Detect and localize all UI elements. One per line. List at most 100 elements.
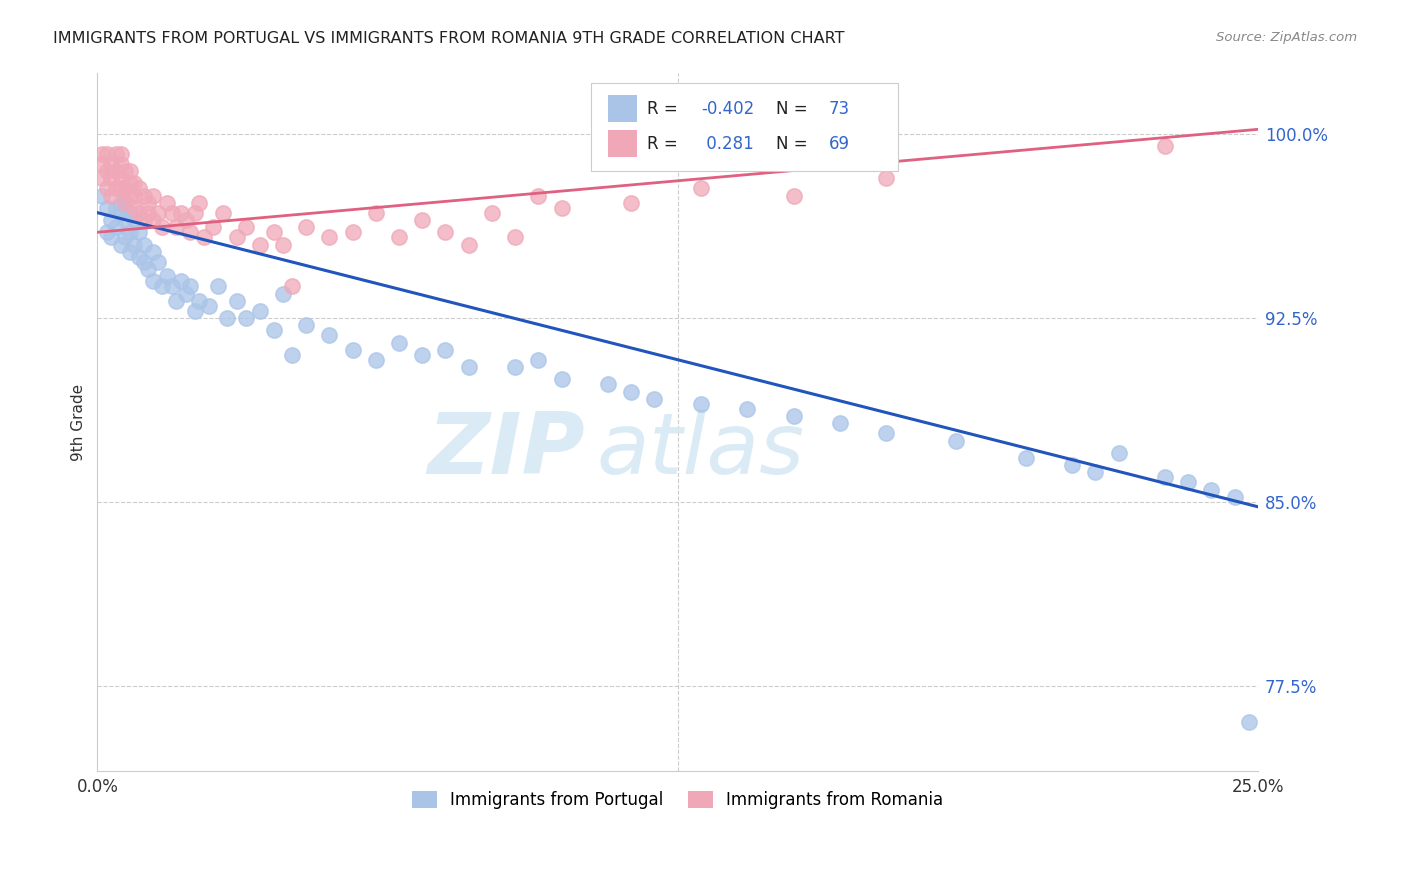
Point [184, 303, 207, 318]
Point [142, 213, 165, 227]
Point [170, 205, 193, 219]
Point [434, 225, 457, 239]
Point [160, 205, 183, 219]
Point [128, 225, 150, 239]
Point [735, 401, 758, 416]
Point [124, 176, 146, 190]
Point [100, 213, 122, 227]
Point [110, 171, 132, 186]
Point [128, 250, 150, 264]
Point [828, 417, 851, 431]
Point [364, 205, 387, 219]
Point [142, 188, 165, 202]
Point [411, 213, 433, 227]
Point [179, 279, 201, 293]
Point [596, 377, 619, 392]
Point [271, 237, 294, 252]
Point [782, 188, 804, 202]
Point [235, 220, 257, 235]
Point [875, 171, 897, 186]
Point [295, 220, 318, 235]
Point [104, 220, 127, 235]
Point [165, 220, 187, 235]
Point [100, 188, 122, 202]
Point [188, 293, 211, 308]
Point [91, 171, 114, 186]
Point [114, 181, 136, 195]
Point [128, 181, 150, 195]
Point [281, 348, 304, 362]
Point [124, 201, 146, 215]
Point [118, 164, 141, 178]
Point [156, 195, 179, 210]
Point [132, 254, 155, 268]
Point [91, 188, 114, 202]
Point [96, 225, 118, 239]
Point [132, 237, 155, 252]
Point [142, 274, 165, 288]
Point [100, 171, 122, 186]
Point [875, 426, 897, 441]
Point [263, 323, 285, 337]
Point [1084, 466, 1107, 480]
Point [104, 164, 127, 178]
Point [118, 188, 141, 202]
Point [96, 146, 118, 161]
Point [249, 237, 271, 252]
Point [689, 397, 711, 411]
Point [114, 195, 136, 210]
Point [263, 225, 285, 239]
Point [207, 279, 229, 293]
Text: 0.281: 0.281 [700, 136, 754, 153]
Point [174, 286, 197, 301]
Text: 69: 69 [828, 136, 849, 153]
Point [114, 230, 136, 244]
Point [271, 286, 294, 301]
Point [550, 372, 572, 386]
Point [620, 384, 643, 399]
Point [689, 181, 711, 195]
Point [100, 156, 122, 170]
Text: N =: N = [776, 100, 813, 119]
Text: ZIP: ZIP [427, 409, 585, 491]
Text: N =: N = [776, 136, 813, 153]
Point [150, 220, 173, 235]
Point [434, 343, 457, 357]
Point [104, 146, 127, 161]
Point [281, 279, 304, 293]
Point [211, 205, 233, 219]
Point [118, 176, 141, 190]
Point [150, 279, 173, 293]
Point [128, 205, 150, 219]
Text: atlas: atlas [596, 409, 804, 491]
Point [170, 274, 193, 288]
Point [318, 230, 340, 244]
Point [225, 230, 247, 244]
Point [124, 237, 146, 252]
Point [174, 213, 197, 227]
Text: -0.402: -0.402 [700, 100, 754, 119]
Point [1223, 490, 1246, 504]
Point [110, 237, 132, 252]
Point [188, 195, 211, 210]
Point [104, 181, 127, 195]
Point [782, 409, 804, 423]
Point [193, 230, 215, 244]
Point [388, 230, 411, 244]
Point [1201, 483, 1223, 497]
Point [114, 164, 136, 178]
Point [138, 205, 160, 219]
Point [118, 205, 141, 219]
Point [527, 188, 550, 202]
Point [1154, 470, 1177, 484]
Text: R =: R = [647, 136, 683, 153]
Point [364, 352, 387, 367]
Point [1062, 458, 1084, 472]
Point [184, 205, 207, 219]
Point [104, 201, 127, 215]
Text: 73: 73 [828, 100, 849, 119]
Point [118, 244, 141, 259]
Point [503, 230, 526, 244]
FancyBboxPatch shape [591, 84, 898, 170]
Point [96, 201, 118, 215]
